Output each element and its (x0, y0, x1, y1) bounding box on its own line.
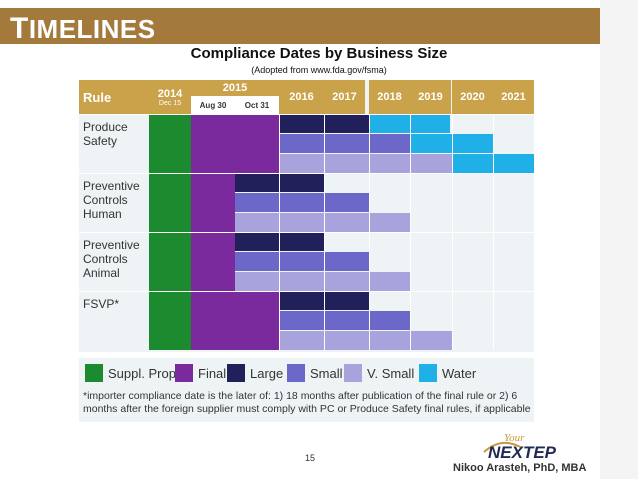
row-label-line: Animal (83, 266, 120, 280)
row-label-line: Controls (83, 193, 128, 207)
legend-label: Water (442, 365, 477, 381)
final-cell (191, 114, 279, 173)
legend-swatch (85, 364, 103, 382)
suppl-prop-cell (149, 291, 191, 350)
legend-swatch (344, 364, 362, 382)
final-cell (191, 173, 235, 232)
header-year-2017: 2017 (324, 80, 365, 114)
header-year-2019: 2019 (410, 80, 451, 114)
logo-main-text: NEXTEP (488, 443, 557, 462)
legend-item: Suppl. Prop. (85, 364, 180, 382)
slide-title-initial: T (10, 12, 29, 45)
legend-item: Large (227, 364, 283, 382)
header-year-2020: 2020 (452, 80, 493, 114)
legend-swatch (227, 364, 245, 382)
header-2015-year: 2015 (191, 80, 279, 96)
logo-swoosh-icon (483, 441, 523, 453)
header-2015-oct: Oct 31 (235, 96, 279, 114)
final-cell (191, 291, 279, 350)
vsmall-bar (279, 154, 410, 173)
legend-swatch (175, 364, 193, 382)
legend-swatch (287, 364, 305, 382)
row-label-line: Produce (83, 120, 128, 134)
slide-right-edge (600, 0, 638, 479)
row-label-line: Controls (83, 252, 128, 266)
legend-label: Small (310, 365, 343, 381)
page-number: 15 (305, 453, 316, 463)
water-bar (369, 114, 450, 133)
row-label-line: Preventive (83, 238, 140, 252)
header-year-2016: 2016 (279, 80, 324, 114)
suppl-prop-cell (149, 173, 191, 232)
legend-label: Final (198, 365, 227, 381)
legend-item: V. Small (344, 364, 414, 382)
row-divider (79, 232, 534, 233)
row-label-line: Preventive (83, 179, 140, 193)
suppl-prop-cell (149, 114, 191, 173)
small-bar (369, 134, 410, 153)
water-bar (410, 134, 493, 153)
vsmall-bar (279, 331, 452, 350)
small-bar (235, 252, 369, 271)
header-2014-year: 2014 (157, 87, 183, 100)
author-name: Nikoo Arasteh, PhD, MBA (453, 462, 587, 474)
rule-header: Rule (79, 80, 153, 114)
compliance-table: Rule 2014 Dec 15 2015 Aug 30 Oct 31 2016… (79, 80, 534, 352)
title-bar: TIMELINES (0, 8, 600, 46)
vsmall-bar (410, 154, 452, 173)
legend-label: V. Small (367, 365, 415, 381)
row-divider (79, 114, 534, 115)
row-label-4: FSVP* (83, 297, 147, 311)
small-bar (235, 193, 369, 212)
slide-title-rest: IMELINES (28, 14, 156, 44)
legend-item: Water (419, 364, 476, 382)
nextep-logo: Your NEXTEP (483, 432, 557, 462)
row-divider (79, 291, 534, 292)
legend-swatch (419, 364, 437, 382)
row-label-line: Human (83, 207, 122, 221)
header-2014-date: Dec 15 (158, 99, 182, 107)
legend-label: Suppl. Prop. (108, 365, 180, 381)
row-label-2: Preventive Controls Human (83, 179, 147, 221)
chart-heading: Compliance Dates by Business Size (190, 45, 448, 62)
row-label-line: Safety (83, 134, 118, 148)
vsmall-bar (235, 213, 410, 232)
importer-note: *importer compliance date is the later o… (83, 390, 531, 415)
row-label-3: Preventive Controls Animal (83, 238, 147, 280)
suppl-prop-cell (149, 232, 191, 291)
small-bar (279, 311, 410, 330)
header-year-2021: 2021 (493, 80, 534, 114)
slide-title: TIMELINES (10, 12, 156, 46)
vsmall-bar (235, 272, 410, 291)
row-divider (79, 173, 534, 174)
logo-top-text: Your (504, 432, 525, 444)
final-cell (191, 232, 235, 291)
row-label-line: FSVP* (83, 297, 120, 311)
legend-label: Large (250, 365, 284, 381)
legend: Suppl. Prop. Final Large Small V. Small Water… (79, 358, 534, 422)
header-2015-aug: Aug 30 (191, 96, 235, 114)
chart-subheading: (Adopted from www.fda.gov/fsma) (251, 65, 387, 75)
row-label-1: Produce Safety (83, 120, 147, 148)
legend-item: Small (287, 364, 343, 382)
legend-item: Final (175, 364, 226, 382)
header-year-2018: 2018 (369, 80, 410, 114)
header-2014: 2014 Dec 15 (149, 80, 191, 114)
